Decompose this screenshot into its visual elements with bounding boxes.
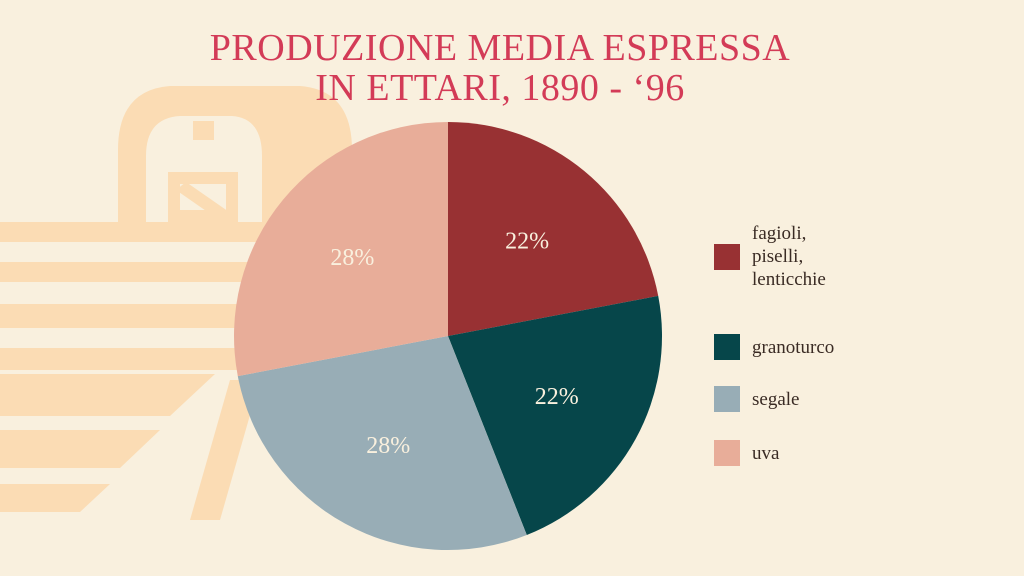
pie-slice-1 (448, 295, 662, 535)
legend-swatch-3 (714, 440, 740, 466)
legend-label-1: granoturco (752, 336, 834, 359)
legend-label-2: segale (752, 388, 799, 411)
pie-slice-2 (237, 336, 527, 550)
pie-slice-label-1: 22% (535, 384, 579, 410)
legend-item-2: segale (714, 386, 799, 412)
legend-swatch-1 (714, 334, 740, 360)
legend-swatch-2 (714, 386, 740, 412)
legend-label-line: fagioli, (752, 223, 807, 244)
legend-label-0: fagioli, piselli, lenticchie (752, 222, 826, 291)
legend-swatch-0 (714, 243, 740, 270)
chart-title: PRODUZIONE MEDIA ESPRESSA IN ETTARI, 189… (150, 28, 850, 108)
legend-label-line: uva (752, 442, 780, 464)
legend-item-0: fagioli, piselli, lenticchie (714, 222, 826, 291)
pie-slice-3 (233, 122, 448, 377)
legend-label-line: granoturco (752, 336, 835, 358)
legend-label-3: uva (752, 442, 779, 465)
legend-item-3: uva (714, 440, 779, 466)
chart-title-line-1: PRODUZIONE MEDIA ESPRESSA (209, 27, 791, 69)
legend-label-line: piselli, (752, 246, 804, 267)
pie-slice-0 (448, 122, 659, 336)
pie-slice-label-2: 28% (366, 433, 410, 459)
pie-slice-label-0: 22% (505, 228, 549, 254)
legend-item-1: granoturco (714, 334, 834, 360)
chart-title-line-2: IN ETTARI, 1890 - ‘96 (315, 67, 685, 109)
legend-label-line: segale (752, 388, 800, 410)
pie-slice-label-3: 28% (330, 245, 374, 271)
legend-label-line: lenticchie (752, 269, 826, 290)
